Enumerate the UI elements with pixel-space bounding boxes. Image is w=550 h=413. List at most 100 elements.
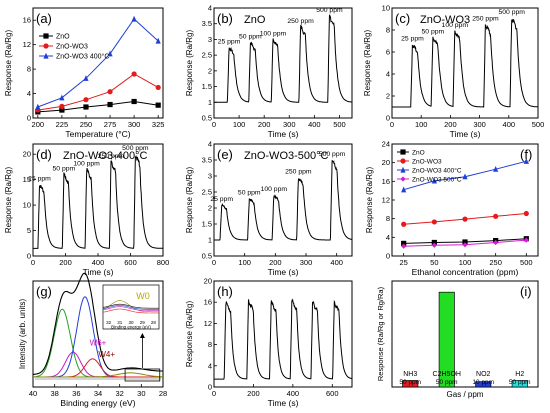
- response-curve: [214, 14, 353, 103]
- panel-title: ZnO: [244, 14, 266, 26]
- bar-category-label: C2H5OH: [433, 371, 461, 378]
- data-point: [43, 33, 49, 39]
- panel-label: (f): [520, 147, 532, 162]
- y-tick-label: 3.5: [202, 19, 212, 28]
- data-point: [493, 166, 499, 172]
- y-tick-label: 10: [23, 201, 31, 210]
- data-point: [401, 243, 407, 249]
- legend-label: ZnO-WO3 400°C: [412, 167, 462, 175]
- data-point: [462, 173, 468, 180]
- x-tick-label: 400: [92, 258, 105, 267]
- data-point: [431, 239, 437, 246]
- y-tick-label: 0: [208, 383, 212, 392]
- bar-concentration-label: 50 ppm: [509, 379, 531, 386]
- inset-tick-label: 32: [106, 320, 112, 325]
- x-tick-label: 300: [128, 120, 141, 129]
- y-tick-label: 3: [208, 35, 212, 44]
- pulse-annotation: 25 ppm: [218, 38, 241, 45]
- x-tick-label: 32: [115, 389, 123, 398]
- pulse-annotation: 50 ppm: [53, 166, 76, 173]
- data-point: [107, 89, 113, 95]
- panel-label: (i): [520, 284, 532, 299]
- panel-label: (c): [395, 11, 410, 26]
- x-tick-label: 225: [56, 120, 69, 129]
- x-tick-label: 200: [59, 258, 72, 267]
- bar-2: [475, 381, 492, 388]
- x-axis-label: Ethanol concentration (ppm): [412, 267, 519, 277]
- series-line-1: [37, 73, 159, 111]
- y-tick-label: 3.5: [202, 156, 212, 165]
- data-point: [155, 84, 161, 91]
- panel-label: (b): [217, 11, 233, 26]
- x-tick-label: 0: [212, 389, 216, 398]
- y-tick-label: 0: [27, 252, 31, 261]
- x-tick-label: 25: [400, 258, 408, 267]
- y-axis-label: Response (Ra/Rg): [365, 167, 374, 234]
- y-tick-label: 5: [27, 226, 31, 235]
- x-tick-label: 800: [157, 258, 170, 267]
- y-tick-label: 0: [386, 252, 390, 261]
- data-point: [131, 15, 137, 22]
- w6-label: W6+: [90, 339, 107, 348]
- pulse-annotation: 500 ppm: [319, 151, 346, 158]
- x-tick-label: 500: [520, 258, 533, 267]
- y-tick-label: 4: [208, 4, 212, 13]
- y-tick-label: 6: [386, 48, 390, 57]
- pulse-annotation: 25 ppm: [28, 176, 51, 183]
- x-tick-label: 300: [300, 258, 313, 267]
- y-tick-label: 2: [208, 204, 212, 213]
- y-tick-label: 12: [382, 196, 390, 205]
- y-tick-label: 20: [382, 158, 390, 167]
- pulse-annotation: 50 ppm: [238, 189, 261, 196]
- y-tick-label: 0: [386, 114, 390, 123]
- panel-title: ZnO-WO3: [420, 14, 470, 26]
- x-tick-label: 0: [212, 120, 216, 129]
- y-tick-label: 0.5: [202, 252, 212, 261]
- bar-3: [511, 380, 528, 388]
- y-axis-label: Intensity (arb. units): [18, 299, 27, 370]
- inset-curve-2: [102, 306, 159, 311]
- y-tick-label: 2: [208, 66, 212, 75]
- y-axis-label: Response (Ra/Rg or Rg/Ra): [376, 286, 385, 381]
- panel-f: 25 50 100 250 500 0 4 8 12 16 20 24 Ethanol concentr…: [365, 140, 539, 277]
- y-tick-label: 4: [386, 233, 390, 242]
- y-tick-label: 16: [204, 298, 212, 307]
- pulse-annotation: 250 ppm: [98, 153, 125, 160]
- data-point: [523, 237, 529, 243]
- data-point: [131, 98, 137, 105]
- panel-label: (g): [36, 284, 52, 299]
- y-tick-label: 8: [386, 26, 390, 35]
- data-point: [523, 158, 529, 164]
- y-tick-label: 0: [27, 114, 31, 123]
- series-line-0: [37, 100, 159, 113]
- data-point: [431, 219, 437, 225]
- pulse-annotation: 500 ppm: [498, 9, 525, 16]
- data-point: [35, 103, 41, 110]
- arrow-head: [139, 333, 145, 338]
- y-axis-label: Response (Ra/Rg): [4, 30, 13, 97]
- bar-concentration-label: 50 ppm: [399, 379, 421, 386]
- legend-label: ZnO-WO3: [412, 159, 442, 166]
- inset-frame: [102, 284, 160, 330]
- legend-label: ZnO: [412, 150, 425, 157]
- inset-curve-4: [102, 303, 159, 309]
- data-point: [400, 149, 406, 155]
- x-tick-label: 38: [50, 389, 58, 398]
- pulse-annotation: 100 ppm: [73, 160, 100, 167]
- series-line-2: [37, 18, 159, 108]
- x-tick-label: 100: [415, 120, 428, 129]
- x-tick-label: 0: [212, 258, 216, 267]
- pulse-annotation: 100 ppm: [261, 186, 288, 193]
- x-tick-label: 400: [330, 258, 343, 267]
- x-tick-label: 28: [159, 389, 167, 398]
- panel-h-frame: [213, 280, 353, 388]
- y-tick-label: 2: [386, 92, 390, 101]
- data-point: [401, 186, 407, 193]
- zoom-box: [124, 368, 161, 382]
- x-tick-label: 40: [29, 389, 37, 398]
- x-tick-label: 100: [238, 258, 251, 267]
- y-tick-label: 20: [23, 150, 31, 159]
- data-point: [462, 242, 468, 248]
- data-point: [400, 158, 406, 164]
